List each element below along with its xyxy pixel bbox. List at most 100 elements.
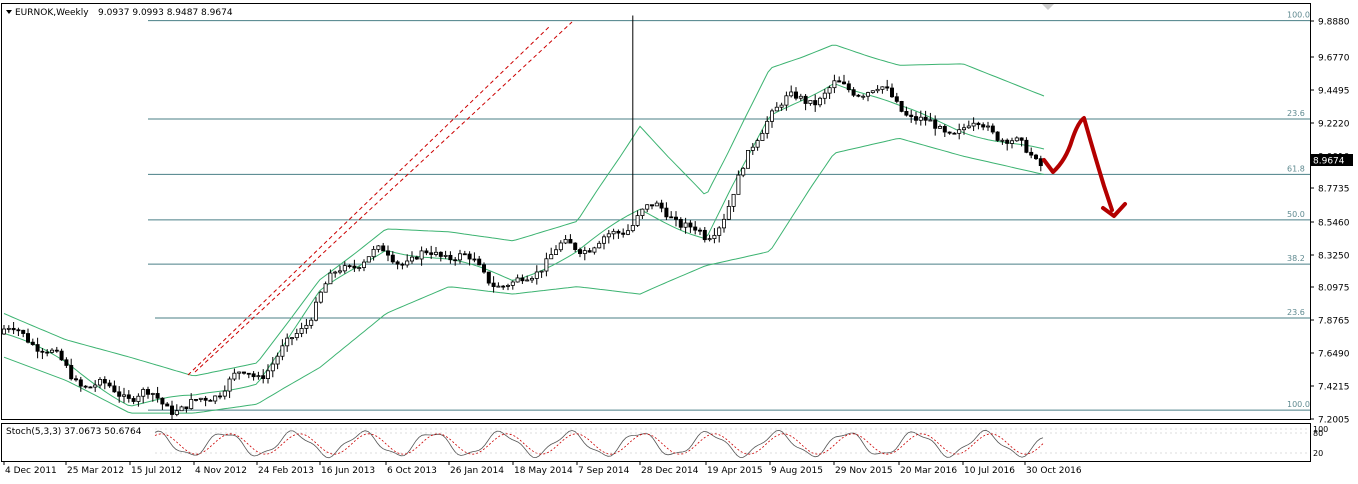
candlestick[interactable] [486, 271, 491, 286]
candlestick[interactable] [328, 269, 333, 285]
candlestick[interactable] [568, 234, 573, 244]
candlestick[interactable] [510, 280, 515, 290]
candlestick[interactable] [227, 376, 232, 399]
candlestick[interactable] [496, 282, 501, 288]
candlestick[interactable] [818, 96, 823, 108]
candlestick[interactable] [222, 385, 227, 400]
candlestick[interactable] [674, 211, 679, 227]
candlestick[interactable] [544, 252, 549, 277]
candlestick[interactable] [851, 87, 856, 98]
candlestick[interactable] [112, 380, 117, 393]
candlestick[interactable] [890, 83, 895, 98]
collapse-triangle-icon[interactable] [6, 10, 12, 14]
candlestick[interactable] [938, 124, 943, 129]
candlestick[interactable] [986, 121, 991, 131]
candlestick[interactable] [626, 224, 631, 236]
candlestick[interactable] [237, 371, 242, 380]
candlestick[interactable] [285, 333, 290, 352]
candlestick[interactable] [98, 377, 103, 389]
candlestick[interactable] [313, 297, 318, 322]
candlestick[interactable] [21, 329, 26, 338]
candlestick[interactable] [640, 208, 645, 219]
candlestick[interactable] [549, 247, 554, 260]
candlestick[interactable] [189, 393, 194, 410]
candlestick[interactable] [265, 364, 270, 384]
candlestick[interactable] [621, 228, 626, 238]
candlestick[interactable] [918, 110, 923, 126]
candlestick[interactable] [203, 396, 208, 407]
candlestick[interactable] [990, 123, 995, 135]
candlestick[interactable] [856, 94, 861, 98]
candlestick[interactable] [74, 375, 79, 382]
candlestick[interactable] [558, 240, 563, 252]
candlestick[interactable] [438, 251, 443, 262]
candlestick[interactable] [462, 250, 467, 256]
candlestick[interactable] [966, 120, 971, 129]
candlestick[interactable] [357, 266, 362, 272]
candlestick[interactable] [755, 138, 760, 151]
candlestick[interactable] [578, 247, 583, 258]
candlestick[interactable] [539, 270, 544, 278]
candlestick[interactable] [1019, 137, 1024, 147]
candlestick[interactable] [664, 202, 669, 221]
candlestick[interactable] [683, 217, 688, 234]
candlestick[interactable] [587, 247, 592, 253]
candlestick[interactable] [443, 250, 448, 259]
candlestick[interactable] [11, 322, 16, 335]
candlestick[interactable] [582, 246, 587, 261]
candlestick[interactable] [165, 402, 170, 407]
candlestick[interactable] [117, 386, 122, 403]
candlestick[interactable] [414, 255, 419, 260]
candlestick[interactable] [573, 242, 578, 253]
candlestick[interactable] [93, 380, 98, 392]
candlestick[interactable] [765, 116, 770, 139]
candlestick[interactable] [923, 110, 928, 126]
candlestick[interactable] [169, 400, 174, 420]
candlestick[interactable] [798, 93, 803, 102]
candlestick[interactable] [155, 386, 160, 403]
candlestick[interactable] [885, 79, 890, 91]
stochastic-signal-line[interactable] [154, 433, 1044, 455]
candlestick[interactable] [294, 328, 299, 341]
candlestick[interactable] [736, 170, 741, 195]
candlestick[interactable] [842, 74, 847, 85]
candlestick[interactable] [78, 376, 83, 392]
candlestick[interactable] [803, 94, 808, 111]
candlestick[interactable] [866, 91, 871, 102]
candlestick[interactable] [54, 346, 59, 353]
candlestick[interactable] [904, 106, 909, 117]
candlestick[interactable] [1014, 136, 1019, 142]
candlestick[interactable] [563, 234, 568, 245]
candlestick[interactable] [174, 404, 179, 417]
candlestick[interactable] [6, 325, 11, 333]
candlestick[interactable] [928, 112, 933, 122]
candlestick[interactable] [145, 386, 150, 399]
candlestick[interactable] [794, 87, 799, 101]
candlestick[interactable] [731, 193, 736, 212]
candlestick[interactable] [433, 246, 438, 257]
candlestick[interactable] [520, 274, 525, 284]
candlestick[interactable] [976, 121, 981, 130]
candlestick[interactable] [390, 251, 395, 264]
candlestick[interactable] [323, 281, 328, 293]
candlestick[interactable] [198, 397, 203, 403]
candlestick[interactable] [650, 204, 655, 210]
candlestick[interactable] [361, 259, 366, 272]
candlestick[interactable] [981, 122, 986, 131]
candlestick[interactable] [1024, 137, 1029, 154]
candlestick[interactable] [472, 252, 477, 263]
candlestick[interactable] [424, 248, 429, 256]
candlestick[interactable] [102, 376, 107, 390]
candlestick[interactable] [606, 229, 611, 244]
candlestick[interactable] [467, 251, 472, 266]
candlestick[interactable] [477, 255, 482, 266]
main-chart-pane[interactable] [1, 3, 1311, 420]
candlestick[interactable] [256, 371, 261, 380]
candlestick[interactable] [280, 339, 285, 361]
candlestick[interactable] [779, 102, 784, 111]
candlestick[interactable] [808, 100, 813, 106]
candlestick[interactable] [30, 338, 35, 346]
candlestick[interactable] [837, 76, 842, 83]
candlestick[interactable] [750, 142, 755, 155]
